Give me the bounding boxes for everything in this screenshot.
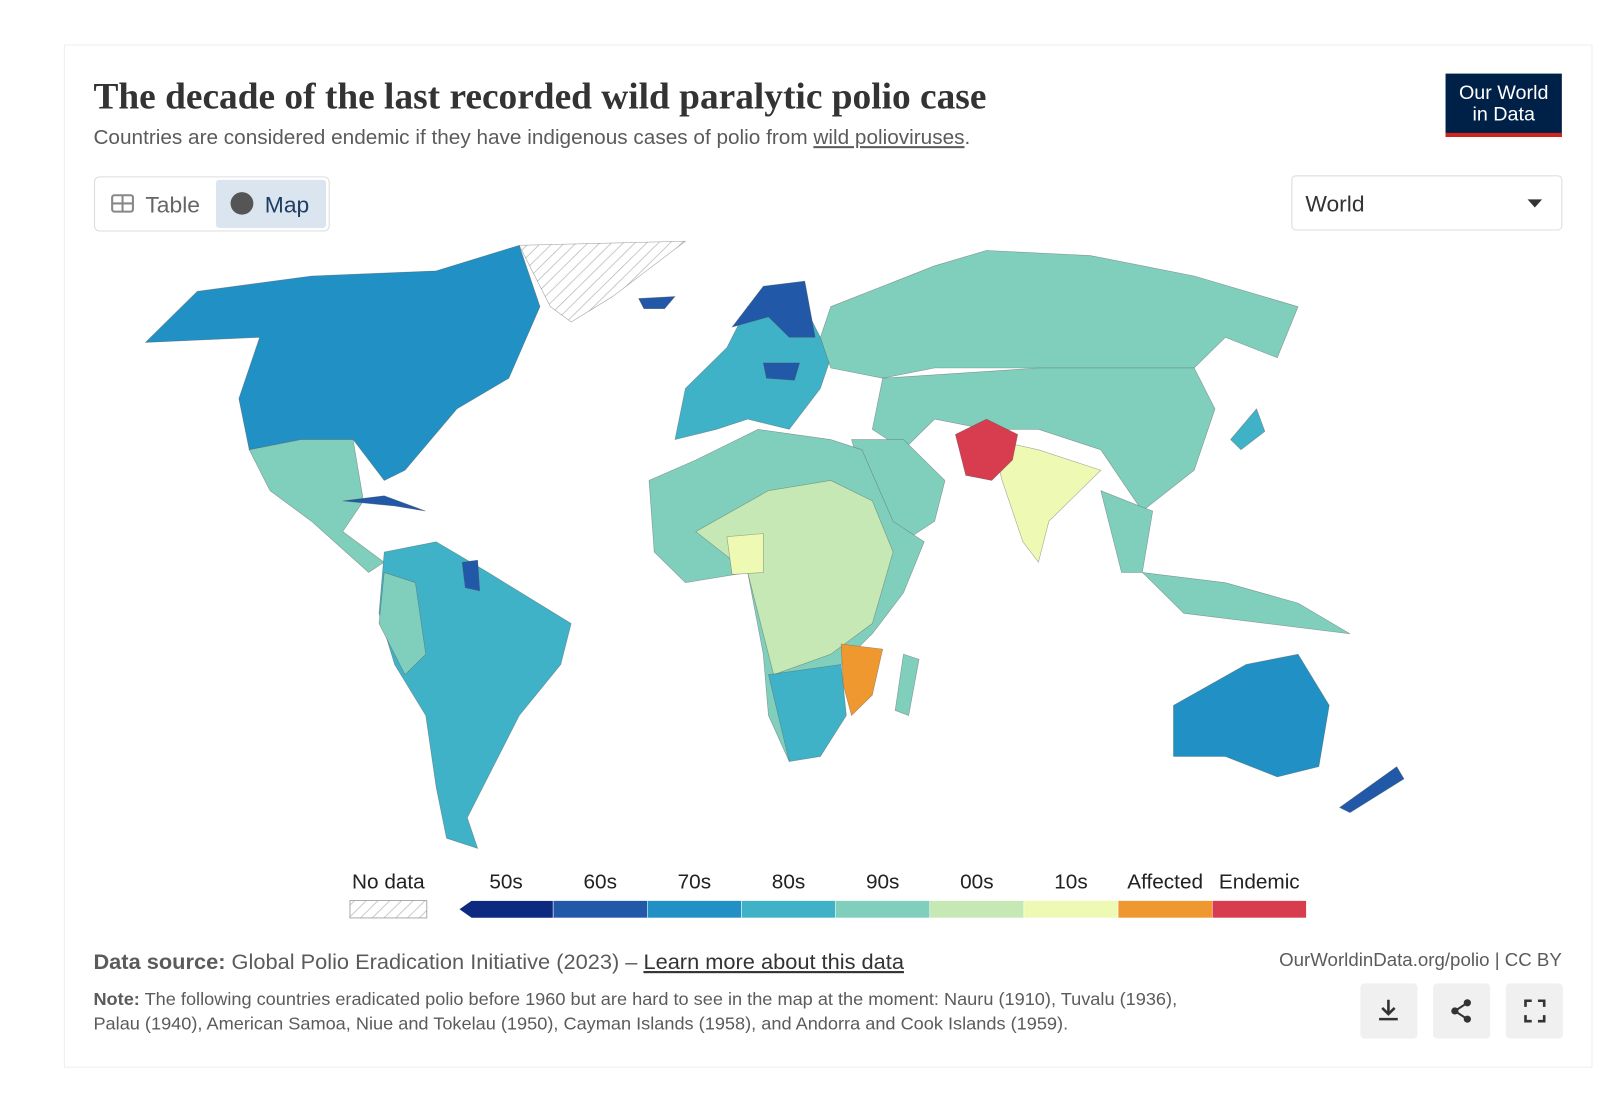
legend-label: 50s <box>489 870 522 893</box>
note-text: The following countries eradicated polio… <box>140 989 1177 1009</box>
legend-swatch <box>552 900 648 919</box>
legend-label: 60s <box>583 870 616 893</box>
india <box>991 439 1102 563</box>
legend-label: 80s <box>772 870 805 893</box>
source: Data source: Global Polio Eradication In… <box>93 949 904 974</box>
russia <box>820 250 1299 379</box>
tab-table[interactable]: Table <box>145 192 200 218</box>
logo-text: in Data <box>1472 104 1535 126</box>
title: The decade of the last recorded wild par… <box>93 77 986 118</box>
pakistan-afghanistan <box>955 418 1019 481</box>
legend-swatch <box>1211 900 1307 919</box>
legend-swatch <box>458 900 554 919</box>
mozambique <box>840 643 884 717</box>
scandinavia <box>731 280 816 338</box>
central-africa <box>695 480 894 676</box>
south-america <box>378 541 572 849</box>
legend: No data 50s 60s 70s 80s 90s 00s 10s Affected Ende… <box>349 870 1307 919</box>
note-label: Note: <box>93 989 139 1009</box>
subtitle-end: . <box>965 126 971 149</box>
map <box>144 240 1405 849</box>
legend-label: 70s <box>678 870 711 893</box>
source-label: Data source: <box>93 949 225 974</box>
logo-bar <box>1445 132 1562 137</box>
nigeria <box>726 533 764 575</box>
greenland <box>518 240 687 323</box>
source-link[interactable]: Learn more about this data <box>643 949 904 974</box>
legend-swatch <box>741 900 836 919</box>
subtitle: Countries are considered endemic if they… <box>93 126 970 149</box>
tab-map[interactable]: Map <box>265 192 309 218</box>
legend-swatch <box>647 900 742 919</box>
legend-swatch <box>929 900 1025 919</box>
japan <box>1230 408 1266 451</box>
legend-label: Affected <box>1127 870 1203 893</box>
globe-icon <box>230 192 254 215</box>
table-icon <box>111 194 134 213</box>
logo-text: Our World <box>1459 82 1548 104</box>
southern-africa <box>768 664 847 762</box>
note-line: Palau (1940), American Samoa, Niue and T… <box>93 1014 1068 1034</box>
source-text: Global Polio Eradication Initiative (202… <box>225 949 643 974</box>
note-line: Note: The following countries eradicated… <box>93 989 1177 1009</box>
legend-label: 90s <box>866 870 899 893</box>
legend-label: 10s <box>1054 870 1087 893</box>
iceland <box>638 296 676 310</box>
north-america <box>144 244 541 481</box>
subtitle-link[interactable]: wild polioviruses <box>812 126 964 149</box>
share-button[interactable] <box>1433 983 1491 1039</box>
caribbean <box>342 495 426 512</box>
guyana <box>461 559 481 592</box>
legend-no-data-swatch <box>349 900 428 919</box>
australia <box>1173 653 1330 778</box>
indonesia <box>1141 572 1351 635</box>
new-zealand <box>1339 766 1405 814</box>
selector-text: World <box>1305 191 1364 217</box>
legend-swatch <box>1023 900 1119 919</box>
logo[interactable]: Our World in Data <box>1445 73 1562 137</box>
url[interactable]: OurWorldinData.org/polio | CC BY <box>1279 949 1562 970</box>
selector-caret <box>1527 199 1543 208</box>
fullscreen-button[interactable] <box>1505 983 1563 1039</box>
entity-selector[interactable]: World <box>1291 175 1563 231</box>
andes <box>378 572 427 676</box>
logo-box <box>1445 73 1562 137</box>
tab-active <box>216 179 327 228</box>
central-europe <box>762 362 801 381</box>
download-button[interactable] <box>1360 983 1418 1039</box>
central-america <box>248 439 385 573</box>
legend-swatch <box>835 900 931 919</box>
legend-label: No data <box>352 870 425 893</box>
subtitle-text: Countries are considered endemic if they… <box>93 126 813 149</box>
selector-box <box>1291 175 1563 231</box>
tabs: Table Map <box>93 176 330 232</box>
legend-label: 00s <box>960 870 993 893</box>
madagascar <box>894 653 920 716</box>
legend-swatch <box>1117 900 1213 919</box>
legend-label: Endemic <box>1219 870 1300 893</box>
